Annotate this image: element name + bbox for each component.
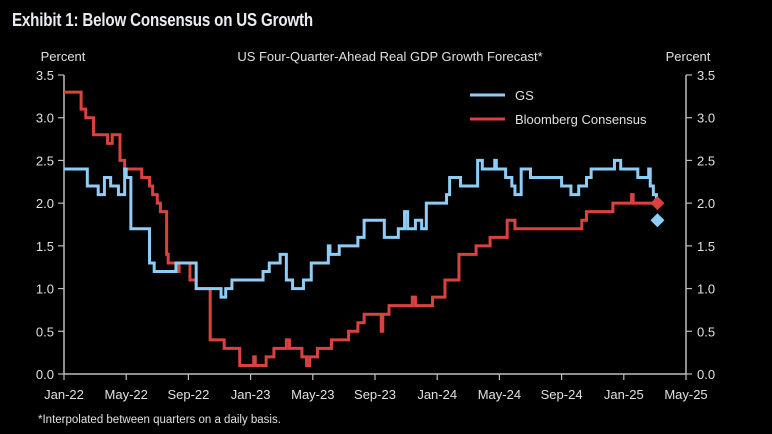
- left-y-tick-label: 3.5: [36, 68, 54, 83]
- x-tick-label: May-24: [478, 387, 521, 402]
- left-y-tick-label: 1.5: [36, 239, 54, 254]
- left-y-tick-label: 2.0: [36, 196, 54, 211]
- x-tick-label: Jan-25: [604, 387, 644, 402]
- x-tick-label: Sep-22: [167, 387, 209, 402]
- right-y-tick-label: 2.5: [697, 153, 715, 168]
- latest-marker-bloomberg-consensus: [650, 196, 665, 211]
- x-tick-label: Jan-24: [417, 387, 457, 402]
- x-tick-label: Sep-24: [541, 387, 583, 402]
- left-y-tick-label: 1.0: [36, 282, 54, 297]
- x-tick-label: May-25: [664, 387, 707, 402]
- left-y-tick-label: 2.5: [36, 153, 54, 168]
- series-line-gs: [64, 158, 658, 299]
- x-tick-label: Jan-22: [44, 387, 84, 402]
- right-y-tick-label: 2.0: [697, 196, 715, 211]
- left-axis-label: Percent: [41, 49, 86, 64]
- right-y-tick-label: 1.0: [697, 282, 715, 297]
- x-tick-label: May-23: [291, 387, 334, 402]
- x-tick-label: Jan-23: [231, 387, 271, 402]
- exhibit-title: Exhibit 1: Below Consensus on US Growth: [12, 10, 313, 30]
- legend-label-bloomberg-consensus: Bloomberg Consensus: [515, 112, 647, 127]
- x-tick-label: Sep-23: [354, 387, 396, 402]
- series-line-bloomberg-consensus: [64, 90, 657, 367]
- x-tick-label: May-22: [105, 387, 148, 402]
- left-y-tick-label: 0.0: [36, 367, 54, 382]
- right-axis-label: Percent: [666, 49, 711, 64]
- right-y-tick-label: 3.5: [697, 68, 715, 83]
- footnote: *Interpolated between quarters on a dail…: [38, 414, 281, 426]
- right-y-tick-label: 1.5: [697, 239, 715, 254]
- right-y-tick-label: 3.0: [697, 111, 715, 126]
- left-y-tick-label: 3.0: [36, 111, 54, 126]
- chart-title: US Four-Quarter-Ahead Real GDP Growth Fo…: [237, 49, 542, 64]
- right-y-tick-label: 0.5: [697, 324, 715, 339]
- right-y-tick-label: 0.0: [697, 367, 715, 382]
- latest-marker-gs: [650, 213, 665, 228]
- legend-label-gs: GS: [515, 88, 534, 103]
- left-y-tick-label: 0.5: [36, 324, 54, 339]
